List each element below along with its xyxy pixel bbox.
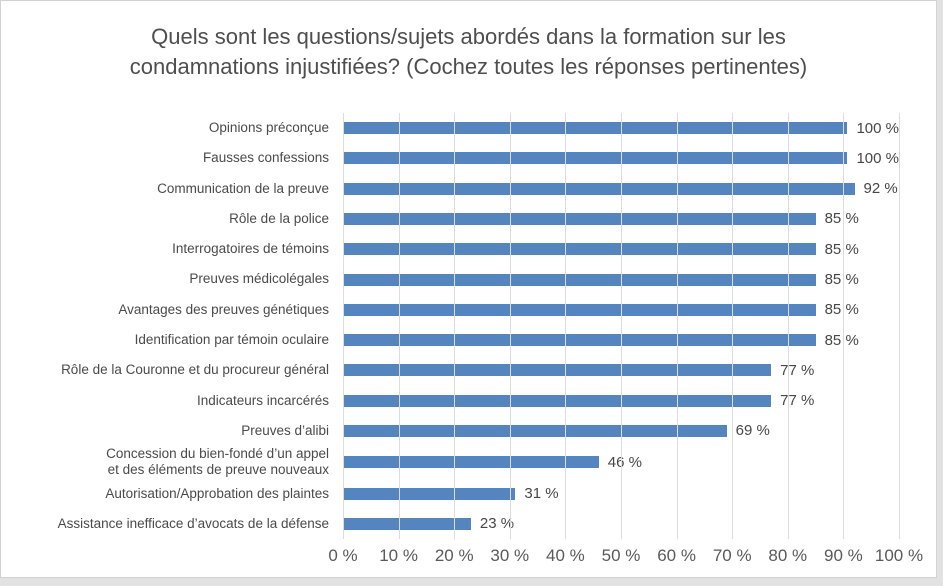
chart-row: Opinions préconçue 100 %	[1, 113, 899, 143]
category-label: Opinions préconçue	[208, 120, 329, 136]
x-axis-tick-label: 60 %	[657, 546, 696, 565]
bar	[343, 364, 772, 377]
bar	[343, 456, 599, 469]
chart-row: Communication de la preuve 92 %	[1, 174, 899, 204]
category-label: Preuves médicolégales	[189, 271, 329, 287]
value-label: 85 %	[824, 210, 859, 228]
bar	[343, 212, 816, 225]
bar-track: 100 %	[343, 143, 899, 173]
bar-track: 31 %	[343, 478, 899, 508]
bar	[343, 334, 816, 347]
bar	[343, 152, 848, 165]
category-label: Fausses confessions	[202, 150, 329, 166]
bar-track: 100 %	[343, 113, 899, 143]
value-label: 85 %	[824, 301, 859, 319]
chart-row: Avantages des preuves génétiques 85 %	[1, 295, 899, 325]
category-label: Concession du bien-fondé d’un appel et d…	[106, 446, 329, 478]
chart-row: Indicateurs incarcérés 77 %	[1, 386, 899, 416]
chart-rows: Opinions préconçue 100 % Fausses confessio…	[1, 113, 899, 539]
chart-row: Identification par témoin oculaire 85 %	[1, 325, 899, 355]
bar-track: 85 %	[343, 264, 899, 294]
category-label: Communication de la preuve	[157, 180, 329, 196]
category-label: Preuves d’alibi	[241, 422, 329, 438]
category-label: Rôle de la Couronne et du procureur géné…	[61, 362, 329, 378]
chart-row: Assistance inefficace d’avocats de la dé…	[1, 509, 899, 539]
bar	[343, 424, 727, 437]
x-axis-tick-label: 0 %	[328, 546, 358, 565]
category-label: Assistance inefficace d’avocats de la dé…	[57, 515, 329, 531]
value-label: 31 %	[524, 485, 559, 503]
chart-title: Quels sont les questions/sujets abordés …	[129, 24, 808, 80]
x-axis-tick-label: 50 %	[601, 546, 641, 565]
value-label: 92 %	[863, 180, 898, 198]
value-label: 100 %	[856, 149, 899, 167]
bar-track: 85 %	[343, 295, 899, 325]
x-axis-tick-label: 30 %	[490, 546, 530, 565]
value-label: 46 %	[607, 453, 642, 471]
bar-track: 85 %	[343, 234, 899, 264]
chart-row: Interrogatoires de témoins 85 %	[1, 234, 899, 264]
value-label: 69 %	[735, 422, 770, 440]
x-axis-tick-label: 40 %	[546, 546, 585, 565]
x-axis: 0 % 10 % 20 % 30 % 40 % 50 % 60 % 70 % 80 % 90 % 1…	[328, 546, 923, 572]
bar-track: 23 %	[343, 509, 899, 539]
chart-row: Concession du bien-fondé d’un appel et d…	[1, 446, 899, 478]
bar-chart-plot: Opinions préconçue 100 % Fausses confessio…	[1, 113, 923, 565]
value-label: 77 %	[780, 392, 815, 410]
bar	[343, 243, 816, 256]
chart-row: Rôle de la police 85 %	[1, 204, 899, 234]
bar	[343, 303, 816, 316]
gridline	[899, 113, 900, 539]
x-axis-tick-label: 100 %	[874, 546, 924, 565]
x-axis-tick-label: 20 %	[434, 546, 474, 565]
bar-track: 85 %	[343, 204, 899, 234]
bar	[343, 122, 848, 135]
bar	[343, 182, 855, 195]
chart-row: Preuves d’alibi 69 %	[1, 416, 899, 446]
x-axis-tick-label: 90 %	[824, 546, 863, 565]
bar	[343, 517, 471, 530]
value-label: 85 %	[824, 271, 859, 289]
bar-track: 46 %	[343, 446, 899, 478]
bar-track: 85 %	[343, 325, 899, 355]
value-label: 23 %	[479, 515, 515, 533]
bar-track: 77 %	[343, 386, 899, 416]
bar	[343, 273, 816, 286]
chart-row: Fausses confessions 100 %	[1, 143, 899, 173]
category-label: Indicateurs incarcérés	[196, 392, 329, 408]
bar-track: 77 %	[343, 355, 899, 385]
category-label: Autorisation/Approbation des plaintes	[105, 485, 329, 501]
bar-track: 69 %	[343, 416, 899, 446]
category-label: Interrogatoires de témoins	[172, 241, 329, 257]
value-label: 85 %	[824, 240, 859, 258]
bar-track: 92 %	[343, 174, 899, 204]
category-label: Rôle de la police	[229, 210, 329, 226]
bar	[343, 487, 516, 500]
chart-row: Preuves médicolégales 85 %	[1, 264, 899, 294]
value-label: 77 %	[780, 361, 815, 379]
value-label: 85 %	[824, 331, 859, 349]
x-axis-tick-label: 10 %	[379, 546, 418, 565]
x-axis-tick-label: 70 %	[712, 546, 752, 565]
value-label: 100 %	[856, 119, 899, 137]
chart-row: Rôle de la Couronne et du procureur géné…	[1, 355, 899, 385]
category-label: Avantages des preuves génétiques	[118, 301, 329, 317]
category-label: Identification par témoin oculaire	[134, 332, 329, 348]
bar	[343, 394, 772, 407]
chart-row: Autorisation/Approbation des plaintes 31 …	[1, 478, 899, 508]
x-axis-tick-label: 80 %	[768, 546, 808, 565]
